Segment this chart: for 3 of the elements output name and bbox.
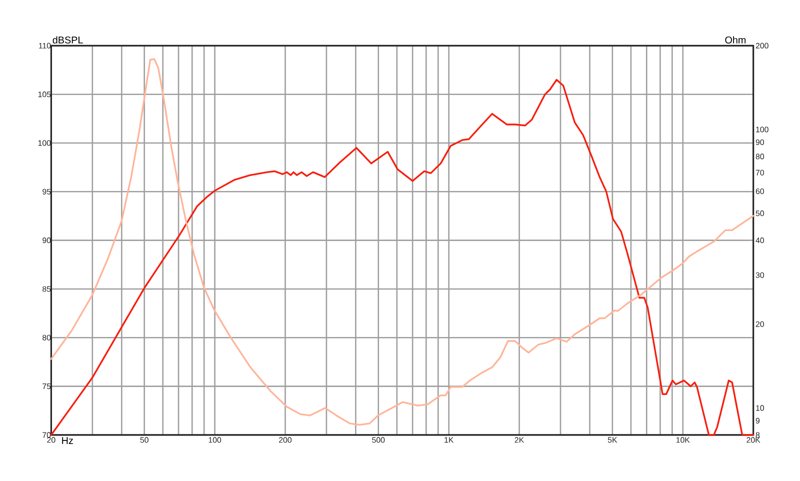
y-axis-title: dBSPL [52,36,83,44]
y-axis-title: Ohm [725,36,746,44]
x-axis-title: Hz [62,437,73,444]
